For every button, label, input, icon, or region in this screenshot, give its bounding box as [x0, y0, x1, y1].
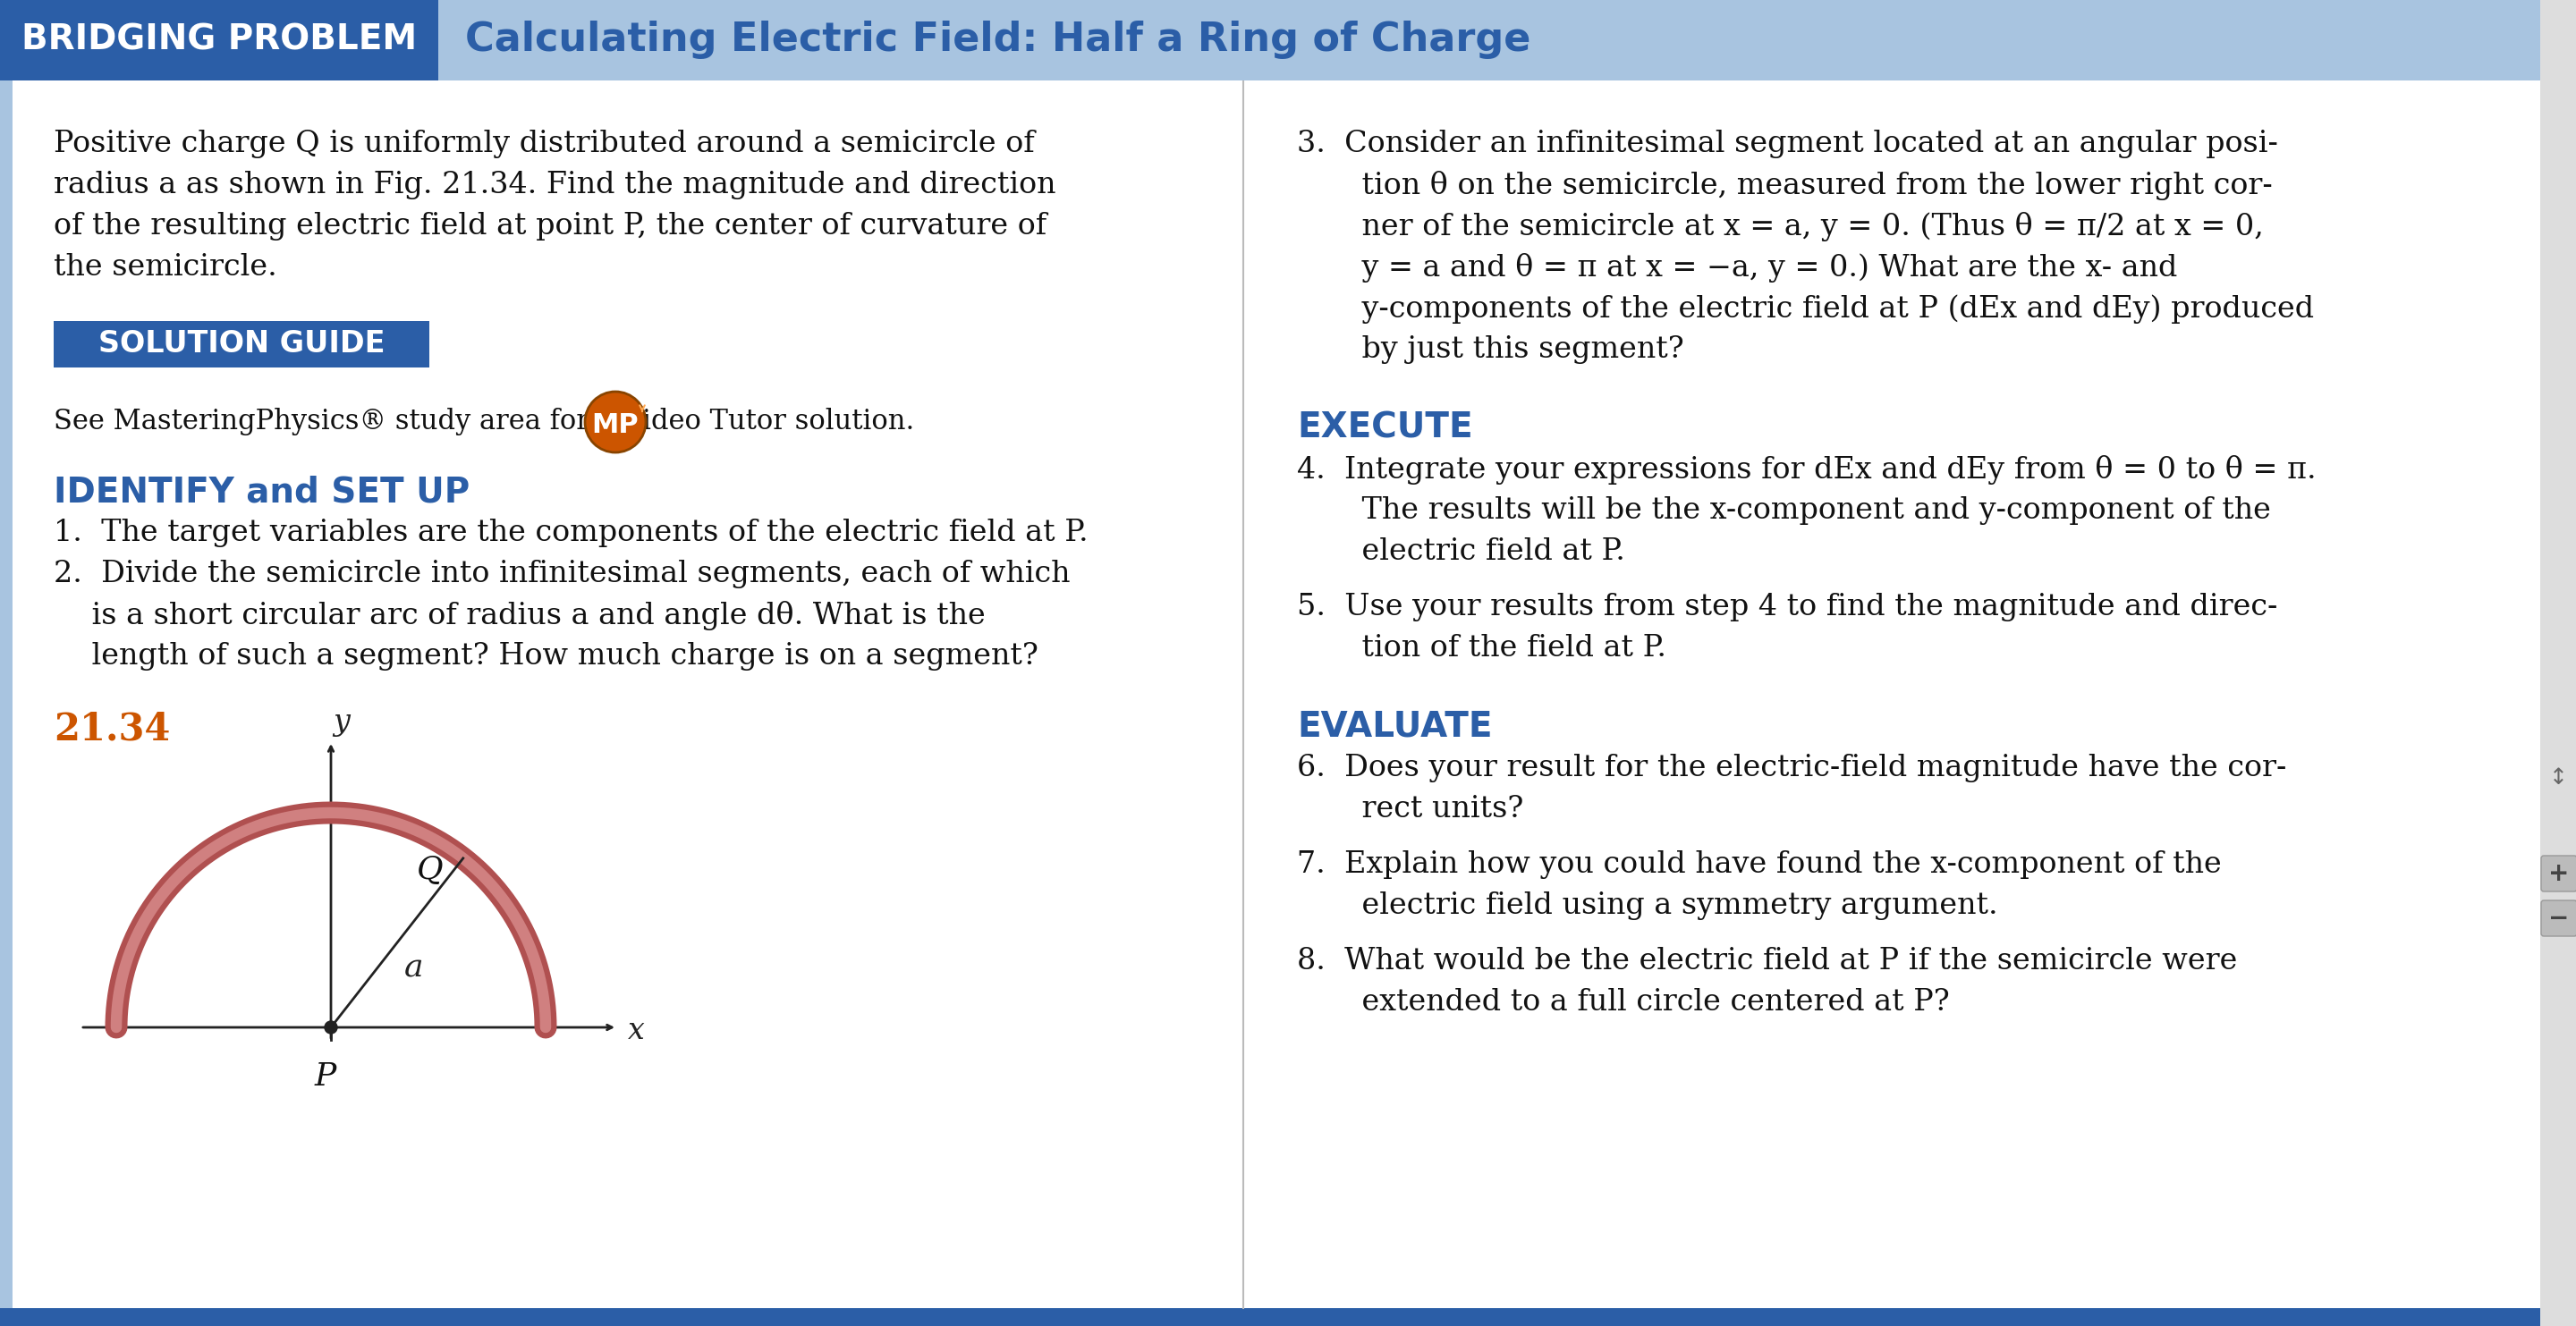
Text: 3.  Consider an infinitesimal segment located at an angular posi-: 3. Consider an infinitesimal segment loc…: [1296, 130, 2277, 158]
Text: MP: MP: [592, 412, 639, 439]
Text: tion of the field at P.: tion of the field at P.: [1324, 634, 1667, 663]
Text: ↕: ↕: [2548, 768, 2568, 789]
Text: 5.  Use your results from step 4 to find the magnitude and direc-: 5. Use your results from step 4 to find …: [1296, 593, 2277, 622]
Text: Q: Q: [417, 855, 443, 884]
FancyBboxPatch shape: [0, 1309, 2540, 1326]
Circle shape: [585, 391, 647, 452]
Circle shape: [325, 1021, 337, 1034]
Text: Calculating Electric Field: Half a Ring of Charge: Calculating Electric Field: Half a Ring …: [466, 21, 1530, 60]
Text: 8.  What would be the electric field at P if the semicircle were: 8. What would be the electric field at P…: [1296, 947, 2239, 976]
FancyBboxPatch shape: [2540, 900, 2576, 936]
Text: ner of the semicircle at x = a, y = 0. (Thus θ = π/2 at x = 0,: ner of the semicircle at x = a, y = 0. (…: [1324, 212, 2264, 241]
Text: electric field using a symmetry argument.: electric field using a symmetry argument…: [1324, 891, 1999, 920]
Text: SOLUTION GUIDE: SOLUTION GUIDE: [98, 329, 384, 359]
Text: tion θ on the semicircle, measured from the lower right cor-: tion θ on the semicircle, measured from …: [1324, 171, 2272, 200]
Text: 1.  The target variables are the components of the electric field at P.: 1. The target variables are the componen…: [54, 518, 1087, 548]
Text: IDENTIFY and SET UP: IDENTIFY and SET UP: [54, 476, 469, 509]
Text: 21.34: 21.34: [54, 709, 170, 748]
Text: EVALUATE: EVALUATE: [1296, 709, 1492, 743]
Text: of the resulting electric field at point P, the center of curvature of: of the resulting electric field at point…: [54, 212, 1046, 240]
Text: is a short circular arc of radius a and angle dθ. What is the: is a short circular arc of radius a and …: [54, 601, 987, 630]
Text: y = a and θ = π at x = −a, y = 0.) What are the x- and: y = a and θ = π at x = −a, y = 0.) What …: [1324, 253, 2177, 282]
Text: a: a: [404, 952, 422, 983]
Text: x: x: [629, 1017, 644, 1045]
Text: 7.  Explain how you could have found the x-component of the: 7. Explain how you could have found the …: [1296, 850, 2221, 879]
FancyBboxPatch shape: [2540, 0, 2576, 1326]
Text: EXECUTE: EXECUTE: [1296, 411, 1473, 444]
Text: See MasteringPhysics® study area for a Video Tutor solution.: See MasteringPhysics® study area for a V…: [54, 407, 914, 435]
Text: 6.  Does your result for the electric-field magnitude have the cor-: 6. Does your result for the electric-fie…: [1296, 753, 2287, 782]
Text: P: P: [314, 1061, 337, 1091]
Text: 2.  Divide the semicircle into infinitesimal segments, each of which: 2. Divide the semicircle into infinitesi…: [54, 560, 1069, 589]
Text: by just this segment?: by just this segment?: [1324, 335, 1685, 363]
Text: extended to a full circle centered at P?: extended to a full circle centered at P?: [1324, 988, 1950, 1017]
Text: y: y: [332, 708, 350, 737]
Text: BRIDGING PROBLEM: BRIDGING PROBLEM: [21, 24, 417, 57]
Text: Positive charge Q is uniformly distributed around a semicircle of: Positive charge Q is uniformly distribut…: [54, 130, 1036, 158]
Text: −: −: [2548, 906, 2568, 931]
Text: +: +: [2548, 861, 2568, 886]
FancyBboxPatch shape: [2540, 855, 2576, 891]
FancyBboxPatch shape: [0, 0, 438, 81]
Text: the semicircle.: the semicircle.: [54, 253, 278, 281]
FancyBboxPatch shape: [438, 0, 2540, 81]
Text: rect units?: rect units?: [1324, 794, 1522, 823]
Text: electric field at P.: electric field at P.: [1324, 537, 1625, 566]
Text: The results will be the x-component and y-component of the: The results will be the x-component and …: [1324, 496, 2272, 525]
Text: y-components of the electric field at P (dEx and dEy) produced: y-components of the electric field at P …: [1324, 294, 2313, 324]
Text: length of such a segment? How much charge is on a segment?: length of such a segment? How much charg…: [54, 642, 1038, 671]
Text: radius a as shown in Fig. 21.34. Find the magnitude and direction: radius a as shown in Fig. 21.34. Find th…: [54, 171, 1056, 199]
Text: 4.  Integrate your expressions for dEx and dEy from θ = 0 to θ = π.: 4. Integrate your expressions for dEx an…: [1296, 455, 2316, 484]
FancyBboxPatch shape: [54, 321, 430, 367]
FancyBboxPatch shape: [0, 81, 13, 1309]
